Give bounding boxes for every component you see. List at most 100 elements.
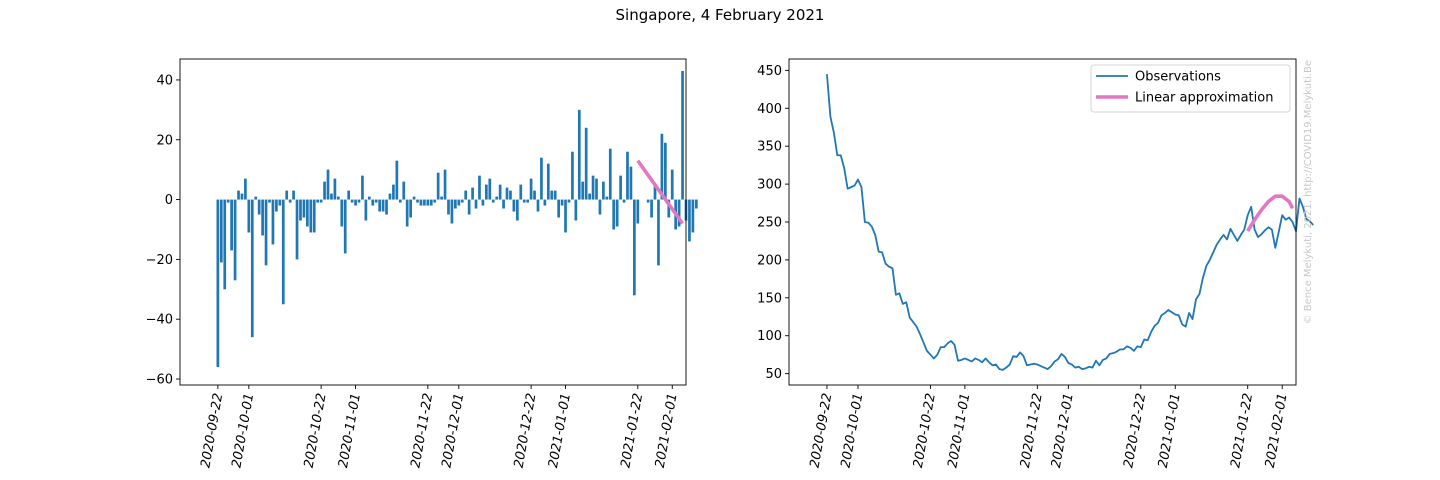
bar: [447, 199, 450, 215]
bar: [529, 178, 533, 200]
bar: [571, 151, 574, 200]
bar: [392, 184, 395, 200]
bar: [467, 199, 471, 215]
x-tick: 2020-10-22: [911, 385, 939, 469]
bar: [333, 178, 337, 200]
bar: [522, 199, 526, 203]
bar: [412, 196, 416, 200]
bar: [281, 199, 285, 305]
bar: [622, 199, 626, 203]
y-tick-label: 200: [757, 253, 782, 268]
y-tick-label: 50: [765, 367, 782, 382]
bar: [615, 199, 619, 227]
x-tick-label: 2020-09-22: [807, 392, 835, 469]
bar: [591, 175, 595, 200]
chart-panel-1: −60 −40 −20 0 20 40 2020-09-22 2020-10-01 2020-1…: [146, 58, 698, 469]
x-tick-label: 2021-02-01: [653, 392, 681, 469]
y-tick: 50: [765, 367, 789, 382]
bar: [443, 169, 447, 200]
bar: [691, 199, 695, 233]
x-tick: 2020-12-22: [512, 385, 540, 469]
bar: [536, 199, 540, 212]
x-tick: 2021-01-01: [1156, 385, 1184, 469]
y-tick-label: 450: [757, 64, 782, 79]
x-tick-label: 2021-01-22: [618, 392, 646, 469]
x-tick: 2020-12-01: [439, 385, 467, 469]
bar: [509, 190, 512, 200]
bar: [502, 199, 505, 209]
y-tick: −40: [146, 313, 180, 328]
y-tick-label: 100: [757, 329, 782, 344]
bar: [340, 199, 344, 227]
bar: [398, 199, 402, 203]
bar: [378, 199, 381, 212]
y-tick: 40: [156, 73, 180, 88]
x-tick: 2020-11-01: [945, 385, 973, 469]
bar: [316, 199, 320, 203]
bar: [557, 199, 560, 218]
bar: [433, 199, 437, 203]
bar: [240, 193, 244, 200]
bar: [491, 199, 495, 203]
bar: [330, 193, 333, 200]
bar: [474, 199, 478, 209]
bar: [354, 199, 357, 206]
bar: [388, 193, 392, 200]
bar: [216, 199, 220, 368]
bar: [464, 190, 468, 200]
bar: [560, 199, 564, 206]
y-tick-label: 0: [165, 193, 173, 208]
bar: [278, 199, 282, 206]
y-tick-label: −20: [146, 253, 173, 268]
x-tick-label: 2020-12-22: [1121, 392, 1149, 469]
bar: [367, 196, 371, 200]
bar: [564, 199, 567, 233]
bar: [670, 169, 674, 200]
legend-approximation-label: Linear approximation: [1135, 91, 1273, 106]
bar: [285, 190, 289, 200]
y-tick: −20: [146, 253, 180, 268]
x-tick: 2020-12-22: [1121, 385, 1149, 469]
legend: Observations Linear approximation: [1090, 64, 1291, 113]
bar: [250, 199, 254, 338]
bar: [553, 190, 557, 200]
bar: [292, 190, 295, 200]
bar: [498, 184, 502, 200]
y-tick: 100: [757, 329, 789, 344]
bar: [323, 181, 326, 200]
bar: [667, 199, 671, 218]
observations-line: [826, 74, 1314, 371]
bar: [336, 196, 340, 200]
bar: [409, 199, 412, 218]
bar: [515, 199, 519, 221]
x-tick: 2020-11-22: [408, 385, 436, 469]
bar: [299, 199, 302, 221]
x-tick: 2020-09-22: [198, 385, 226, 469]
y-tick: 200: [757, 253, 789, 268]
bar: [653, 184, 657, 200]
x-tick-label: 2021-01-01: [1156, 392, 1184, 469]
bar: [636, 199, 640, 224]
bar: [309, 199, 313, 233]
bar: [478, 175, 481, 200]
bar: [347, 190, 351, 200]
legend-box: [1090, 64, 1291, 113]
bar: [664, 142, 667, 200]
bar: [264, 199, 268, 266]
bar: [657, 199, 660, 266]
bar: [306, 199, 309, 227]
y-tick-label: 20: [156, 133, 173, 148]
x-tick: 2020-11-01: [336, 385, 364, 469]
x-tick: 2021-01-01: [546, 385, 574, 469]
bar: [385, 199, 388, 215]
bar: [261, 199, 264, 236]
bar: [223, 199, 227, 290]
x-tick: 2020-12-01: [1049, 385, 1077, 469]
bar: [512, 199, 516, 212]
bar: [574, 199, 578, 221]
bar: [581, 181, 585, 200]
bar: [326, 169, 330, 200]
bar: [626, 151, 629, 200]
bar: [416, 199, 419, 203]
bar: [495, 196, 499, 200]
